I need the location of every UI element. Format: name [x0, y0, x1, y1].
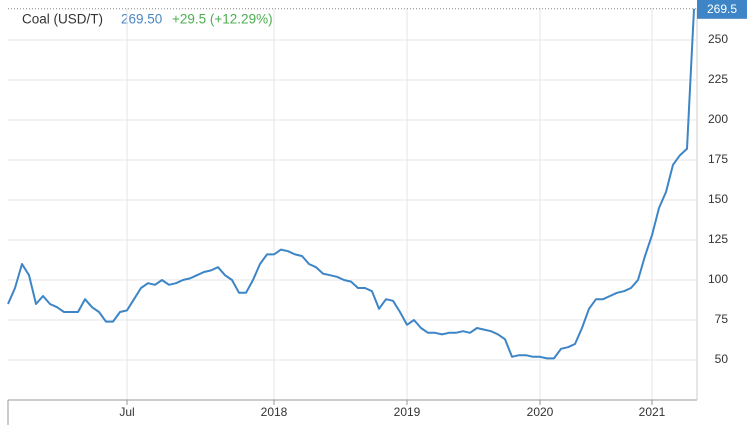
price: 269.50: [121, 12, 162, 27]
price-line: [7, 8, 695, 360]
y-tick-label: 50: [715, 352, 729, 366]
y-tick-label: 75: [715, 312, 729, 326]
y-tick-label: 225: [708, 72, 728, 86]
y-tick-label: 150: [708, 192, 728, 206]
instrument-name: Coal (USD/T): [22, 12, 103, 27]
y-tick-label: 125: [708, 232, 728, 246]
x-tick-label: 2018: [261, 405, 288, 419]
x-tick-label: 2020: [527, 405, 554, 419]
last-price-box: [697, 0, 747, 19]
y-tick-label: 175: [708, 152, 728, 166]
y-tick-label: 100: [708, 272, 728, 286]
x-tick-label: Jul: [119, 405, 134, 419]
y-tick-label: 200: [708, 112, 728, 126]
x-tick-label: 2019: [394, 405, 421, 419]
y-tick-label: 250: [708, 32, 728, 46]
x-tick-label: 2021: [639, 405, 666, 419]
price-change: +29.5 (+12.29%): [172, 12, 273, 27]
last-price-label: 269.5: [707, 2, 737, 16]
